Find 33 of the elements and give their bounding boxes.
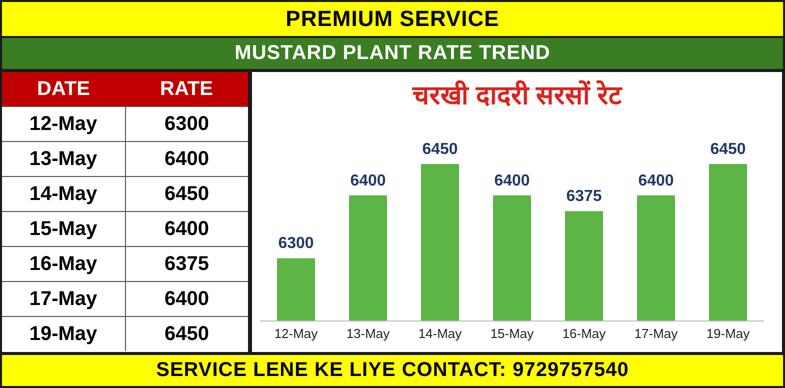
- data-label: 6400: [494, 172, 530, 190]
- category-label: 17-May: [2, 282, 126, 316]
- data-label: 6400: [164, 146, 210, 172]
- data-label: 6400: [350, 172, 386, 190]
- chart-title: चरखी दादरी सरसों रेट: [411, 79, 624, 112]
- data-label: 6450: [164, 182, 210, 206]
- data-label: 6450: [422, 141, 458, 158]
- x-tick-label: 13-May: [346, 326, 390, 342]
- text: SERVICE LENE KE LIYE CONTACT: 9729757540: [2, 355, 783, 386]
- category-label: 14-May: [2, 177, 126, 211]
- data-label: 6450: [710, 141, 746, 158]
- x-tick-label: 19-May: [706, 326, 750, 342]
- x-tick-label: 17-May: [634, 326, 678, 342]
- data-label: 6400: [638, 172, 674, 190]
- text: DATE: [36, 76, 91, 102]
- data-label: 6300: [278, 235, 314, 252]
- category-label: 15-May: [2, 212, 126, 246]
- data-label: 6375: [164, 252, 210, 276]
- data-label: 6400: [164, 216, 210, 242]
- category-label: 13-May: [2, 142, 126, 176]
- x-tick-label: 12-May: [274, 326, 318, 342]
- x-tick-label: 14-May: [418, 326, 462, 342]
- category-label: 12-May: [2, 107, 126, 141]
- data-label: 6375: [566, 188, 602, 206]
- x-tick-label: 15-May: [490, 326, 534, 342]
- text: PREMIUM SERVICE: [2, 2, 783, 36]
- x-tick-label: 16-May: [562, 326, 606, 342]
- data-label: 6400: [164, 286, 210, 312]
- category-label: 16-May: [2, 247, 126, 281]
- data-label: 6300: [164, 112, 210, 136]
- text: RATE: [159, 76, 214, 102]
- data-label: 6450: [164, 322, 210, 346]
- chart-subtitle: MUSTARD PLANT RATE TREND: [2, 38, 783, 69]
